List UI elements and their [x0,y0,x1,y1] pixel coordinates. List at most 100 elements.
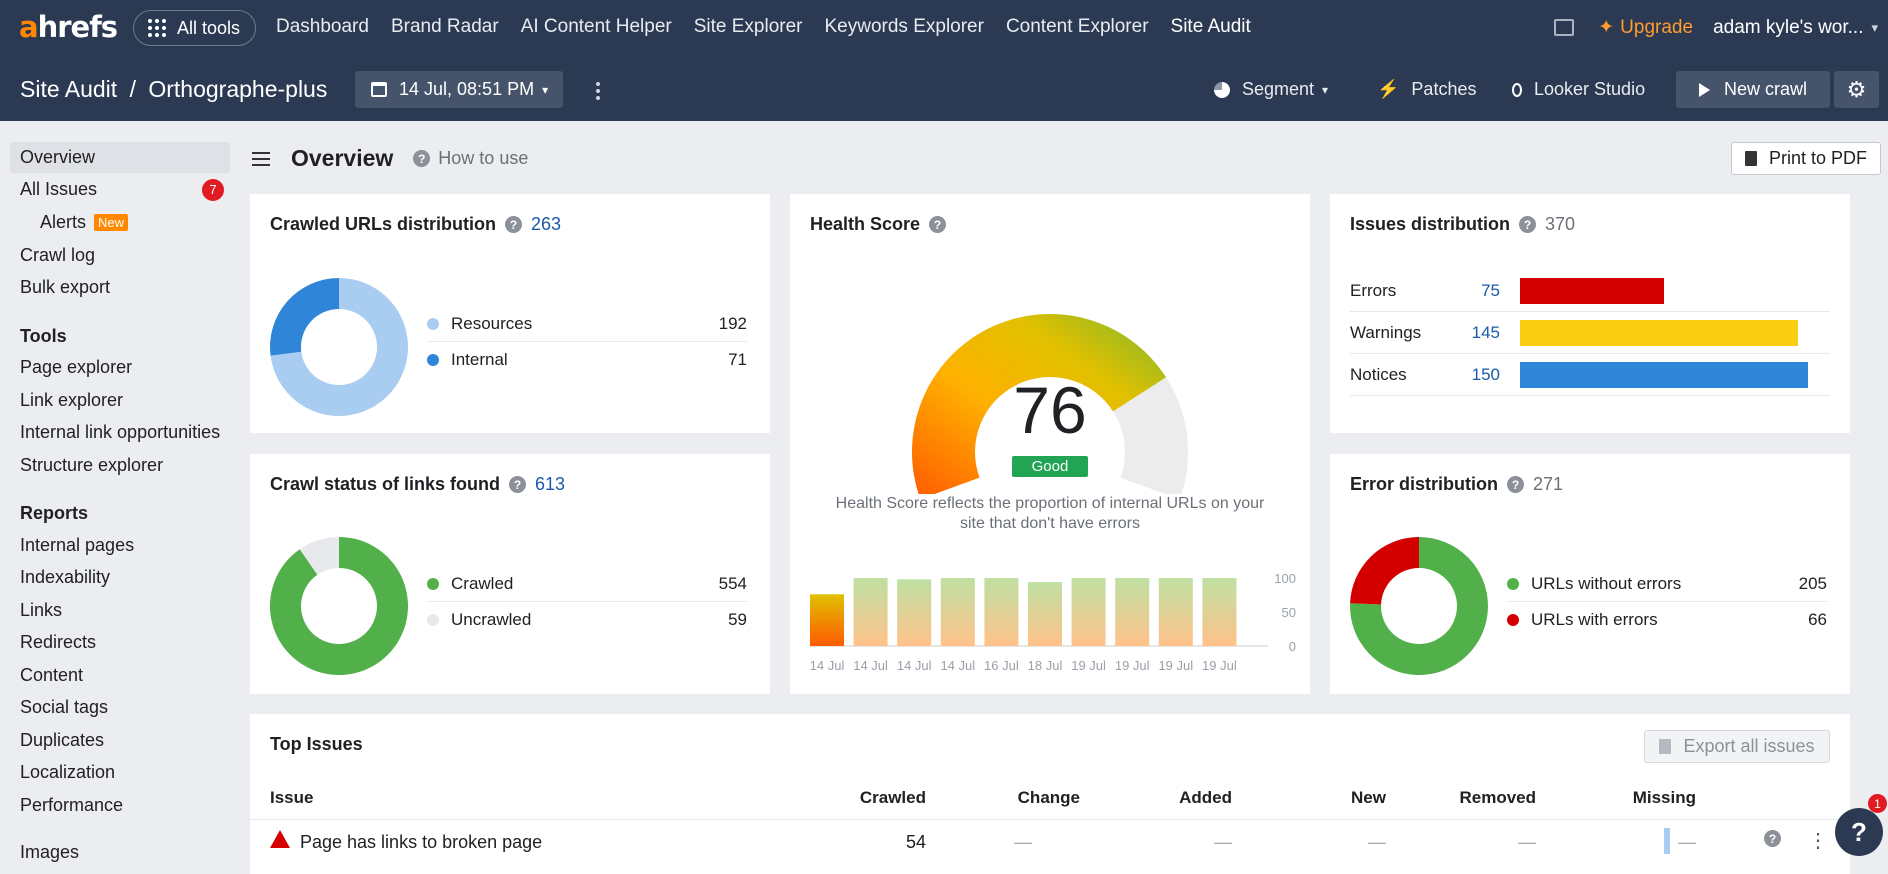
sidebar-item-alerts[interactable]: Alerts New [10,207,230,238]
col-crawled[interactable]: Crawled [859,788,926,807]
nav-content-explorer[interactable]: Content Explorer [1005,16,1149,37]
export-all-issues-button[interactable]: Export all issues [1644,730,1830,763]
history-bar[interactable] [1115,578,1150,646]
more-options-icon[interactable]: ⋮ [1808,830,1828,852]
sidebar-item-internal-pages[interactable]: Internal pages [10,530,230,561]
issue-name[interactable]: Page has links to broken page [300,832,543,852]
history-bar[interactable] [1028,582,1062,646]
legend-value[interactable]: 192 [718,313,747,333]
sidebar-item-links[interactable]: Links [10,595,230,626]
help-icon[interactable]: ? [505,216,523,233]
sidebar-item-link-explorer[interactable]: Link explorer [10,385,230,416]
legend-value[interactable]: 205 [1798,573,1827,593]
history-bar[interactable] [810,594,844,646]
help-icon[interactable]: ? [1519,216,1537,233]
help-icon[interactable]: ? [1764,830,1781,847]
help-icon[interactable]: ? [413,150,431,167]
menu-icon[interactable] [252,148,270,170]
upgrade-link[interactable]: Upgrade [1620,16,1694,38]
issues-row-notices[interactable]: Notices 150 [1350,354,1830,396]
crawl-status-slice-0[interactable] [270,537,408,675]
nav-site-audit[interactable]: Site Audit [1170,16,1251,37]
crawl-date-selector[interactable]: 14 Jul, 08:51 PM ▾ [355,71,563,108]
history-bar[interactable] [897,579,932,646]
legend-value[interactable]: 66 [1808,610,1827,629]
legend-row[interactable]: Resources 192 [427,306,747,342]
crawled-urls-slice-1[interactable] [270,278,339,356]
issues-row-value[interactable]: 145 [1471,322,1500,342]
history-bar[interactable] [984,578,1019,646]
history-bar[interactable] [1071,578,1106,646]
nav-keywords-explorer[interactable]: Keywords Explorer [824,16,984,37]
print-to-pdf-button[interactable]: Print to PDF [1731,142,1881,175]
history-bar[interactable] [853,578,888,646]
sidebar-item-redirects[interactable]: Redirects [10,627,230,658]
col-missing[interactable]: Missing [1632,788,1696,807]
more-options-icon[interactable] [596,82,600,103]
sidebar-item-social-tags[interactable]: Social tags [10,692,230,723]
issues-row-value[interactable]: 150 [1471,364,1500,384]
history-bar[interactable] [1202,578,1237,646]
nav-brand-radar[interactable]: Brand Radar [390,16,499,37]
col-change[interactable]: Change [1017,788,1080,807]
col-added[interactable]: Added [1179,788,1232,807]
breadcrumb-section[interactable]: Site Audit [20,76,118,102]
sidebar-item-all-issues[interactable]: All Issues 7 [10,174,230,205]
sidebar-item-internal-link-opportunities[interactable]: Internal link opportunities [10,417,230,448]
issues-row-warnings[interactable]: Warnings 145 [1350,312,1830,354]
legend-row[interactable]: URLs without errors 205 [1507,566,1827,602]
help-icon[interactable]: ? [929,216,947,233]
looker-studio-button[interactable]: Looker Studio [1512,71,1645,108]
legend-value[interactable]: 554 [718,573,747,593]
sidebar-item-crawl-log[interactable]: Crawl log [10,240,230,271]
issues-row-bar[interactable] [1520,361,1808,388]
sidebar-item-bulk-export[interactable]: Bulk export [10,272,230,303]
crawl-status-total[interactable]: 613 [535,474,566,494]
help-chat-button[interactable]: ? [1835,808,1883,856]
history-bar[interactable] [1158,578,1193,646]
sidebar-item-performance[interactable]: Performance [10,790,230,821]
account-menu[interactable]: adam kyle's wor... [1713,16,1864,38]
how-to-use-link[interactable]: How to use [438,148,529,168]
segment-button[interactable]: Segment ▾ [1214,71,1328,108]
issues-row-bar[interactable] [1520,319,1798,346]
nav-site-explorer[interactable]: Site Explorer [693,16,803,37]
nav-ai-content-helper[interactable]: AI Content Helper [520,16,672,37]
crawled-urls-slice-0[interactable] [270,278,408,416]
sidebar-item-overview[interactable]: Overview [10,142,230,173]
sidebar-item-structure-explorer[interactable]: Structure explorer [10,450,230,481]
ahrefs-logo[interactable]: ahrefs [19,10,118,44]
issues-row-errors[interactable]: Errors 75 [1350,270,1830,312]
sidebar-item-localization[interactable]: Localization [10,757,230,788]
issues-row-bar[interactable] [1520,277,1664,304]
col-issue[interactable]: Issue [270,788,314,807]
crawl-status-slice-1[interactable] [299,537,339,575]
issue-crawled[interactable]: 54 [905,832,926,852]
settings-button[interactable]: ⚙ [1834,71,1879,108]
crawled-urls-total[interactable]: 263 [531,214,562,234]
sidebar-item-indexability[interactable]: Indexability [10,562,230,593]
legend-value[interactable]: 71 [728,350,747,369]
error-dist-slice-1[interactable] [1350,537,1419,605]
col-removed[interactable]: Removed [1459,788,1536,807]
nav-dashboard[interactable]: Dashboard [276,16,369,37]
new-crawl-button[interactable]: New crawl [1676,71,1830,108]
legend-row[interactable]: Uncrawled 59 [427,602,747,638]
table-row[interactable]: Page has links to broken page 54 — — — —… [250,820,1888,864]
sidebar-item-images[interactable]: Images [10,837,230,868]
breadcrumb-project[interactable]: Orthographe-plus [148,76,328,102]
legend-row[interactable]: Crawled 554 [427,566,747,602]
monitor-icon[interactable] [1554,19,1575,36]
sidebar-item-content[interactable]: Content [10,660,230,691]
sidebar-item-duplicates[interactable]: Duplicates [10,725,230,756]
legend-value[interactable]: 59 [728,610,747,629]
help-icon[interactable]: ? [509,476,527,493]
col-new[interactable]: New [1351,788,1386,807]
error-dist-slice-0[interactable] [1350,537,1488,675]
history-bar[interactable] [940,578,975,646]
sidebar-item-page-explorer[interactable]: Page explorer [10,352,230,383]
legend-row[interactable]: Internal 71 [427,342,747,378]
patches-button[interactable]: ⚡ Patches [1377,71,1476,108]
help-icon[interactable]: ? [1507,476,1524,493]
issues-row-value[interactable]: 75 [1481,280,1500,300]
